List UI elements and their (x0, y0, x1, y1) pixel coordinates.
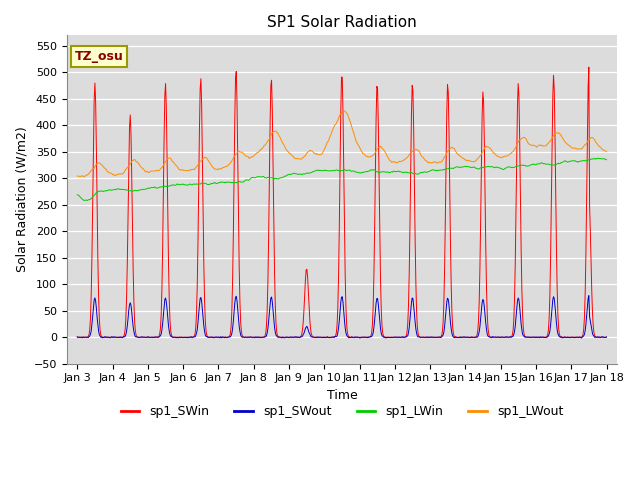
sp1_SWout (191, 334, 199, 340)
sp1_LWout (423, 158, 431, 164)
sp1_SWout (83, 335, 91, 340)
sp1_LWin (84, 198, 92, 204)
sp1_LWout (340, 108, 348, 114)
sp1_LWout (603, 149, 611, 155)
sp1_LWout (220, 165, 228, 170)
sp1_SWout (603, 334, 611, 340)
Line: sp1_SWout: sp1_SWout (77, 296, 607, 338)
sp1_LWin (220, 180, 228, 185)
sp1_LWout (80, 174, 88, 180)
sp1_SWin (74, 335, 81, 340)
sp1_SWin (406, 222, 414, 228)
sp1_SWin (191, 331, 199, 337)
sp1_SWout (219, 334, 227, 340)
sp1_LWin (74, 192, 81, 198)
sp1_SWin (585, 64, 593, 70)
Legend: sp1_SWin, sp1_SWout, sp1_LWin, sp1_LWout: sp1_SWin, sp1_SWout, sp1_LWin, sp1_LWout (115, 400, 568, 423)
sp1_LWin (192, 181, 200, 187)
sp1_SWout (138, 334, 145, 340)
sp1_LWin (83, 197, 91, 203)
sp1_LWin (138, 186, 146, 192)
sp1_SWin (603, 335, 611, 340)
sp1_LWin (595, 156, 602, 161)
sp1_LWout (408, 150, 415, 156)
X-axis label: Time: Time (326, 389, 357, 402)
sp1_LWout (84, 172, 92, 178)
Y-axis label: Solar Radiation (W/m2): Solar Radiation (W/m2) (15, 127, 28, 273)
sp1_LWout (192, 165, 200, 171)
sp1_LWin (422, 169, 430, 175)
sp1_SWout (356, 335, 364, 341)
Line: sp1_SWin: sp1_SWin (77, 67, 607, 337)
sp1_SWout (585, 293, 593, 299)
sp1_LWout (74, 173, 81, 179)
sp1_SWout (422, 335, 430, 340)
Text: TZ_osu: TZ_osu (75, 50, 124, 63)
sp1_SWin (83, 335, 91, 340)
sp1_SWin (422, 335, 429, 340)
Line: sp1_LWin: sp1_LWin (77, 158, 607, 201)
Line: sp1_LWout: sp1_LWout (77, 111, 607, 177)
sp1_SWout (74, 334, 81, 340)
sp1_SWin (219, 335, 227, 340)
sp1_SWin (138, 335, 145, 340)
sp1_LWin (603, 157, 611, 163)
sp1_LWout (138, 165, 146, 171)
sp1_LWin (407, 170, 415, 176)
sp1_SWout (407, 308, 415, 314)
Title: SP1 Solar Radiation: SP1 Solar Radiation (267, 15, 417, 30)
